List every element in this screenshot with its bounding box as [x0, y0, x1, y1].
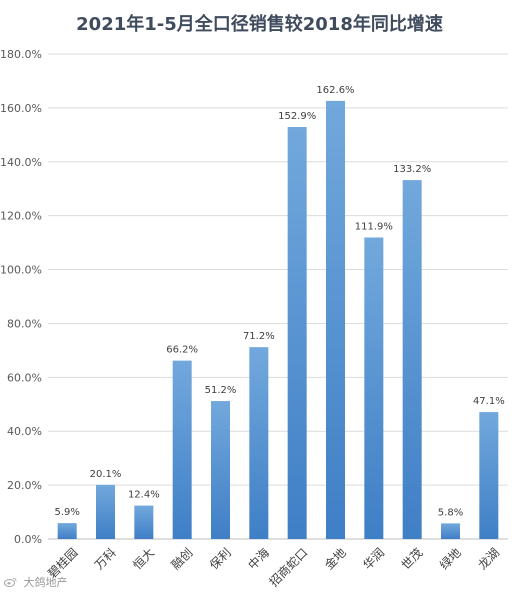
x-tick-label: 绿地 — [436, 545, 464, 573]
bar — [402, 180, 422, 539]
x-tick-label: 恒大 — [130, 545, 157, 572]
bar — [134, 505, 154, 539]
y-tick-label: 0.0% — [14, 533, 42, 546]
y-tick-label: 120.0% — [0, 210, 42, 223]
x-tick-label: 中海 — [245, 545, 273, 573]
data-label: 5.9% — [54, 507, 79, 518]
y-axis-ticks: 0.0% 20.0% 40.0% 60.0% 80.0% 100.0% 120.0% 140.… — [0, 48, 42, 546]
x-tick-label: 华润 — [360, 545, 387, 572]
y-tick-label: 20.0% — [7, 479, 42, 492]
bar — [479, 412, 499, 539]
y-tick-label: 40.0% — [7, 425, 42, 438]
bar — [172, 360, 192, 539]
y-tick-label: 60.0% — [7, 371, 42, 384]
weibo-icon — [4, 577, 17, 587]
y-tick-label: 80.0% — [7, 317, 42, 330]
y-tick-label: 140.0% — [0, 156, 42, 169]
bar — [441, 523, 460, 539]
data-labels: 5.9% 20.1% 12.4% 66.2% 51.2% 71.2% 152.9% 162.6… — [54, 85, 504, 518]
bar — [57, 523, 77, 539]
watermark: 大鸽地产 — [4, 574, 68, 590]
bar — [249, 347, 269, 539]
data-label: 71.2% — [243, 331, 275, 342]
chart-title: 2021年1-5月全口径销售较2018年同比增速 — [76, 14, 443, 35]
bar — [287, 127, 307, 540]
x-tick-label: 金地 — [321, 545, 349, 573]
data-label: 5.8% — [438, 507, 463, 518]
bar — [211, 401, 230, 539]
x-tick-label: 招商蛇口 — [266, 545, 311, 590]
data-label: 12.4% — [128, 490, 160, 501]
data-label: 111.9% — [355, 221, 393, 232]
bar — [326, 100, 345, 539]
gridlines — [48, 53, 508, 540]
data-label: 133.2% — [393, 164, 431, 175]
x-tick-label: 龙湖 — [475, 545, 503, 573]
watermark-text: 大鸽地产 — [23, 576, 68, 589]
x-tick-label: 世茂 — [399, 545, 426, 572]
x-tick-label: 万科 — [92, 545, 119, 572]
x-tick-label: 融创 — [169, 545, 196, 572]
bars — [57, 100, 499, 540]
data-label: 66.2% — [166, 345, 198, 356]
data-label: 20.1% — [90, 469, 122, 480]
data-label: 162.6% — [316, 85, 354, 96]
x-tick-label: 保利 — [207, 545, 234, 572]
data-label: 47.1% — [473, 396, 505, 407]
y-tick-label: 100.0% — [0, 264, 42, 277]
y-tick-label: 180.0% — [0, 48, 42, 61]
data-label: 51.2% — [205, 385, 237, 396]
data-label: 152.9% — [278, 111, 316, 122]
bar — [96, 484, 115, 539]
y-tick-label: 160.0% — [0, 102, 42, 115]
bar — [364, 237, 384, 539]
